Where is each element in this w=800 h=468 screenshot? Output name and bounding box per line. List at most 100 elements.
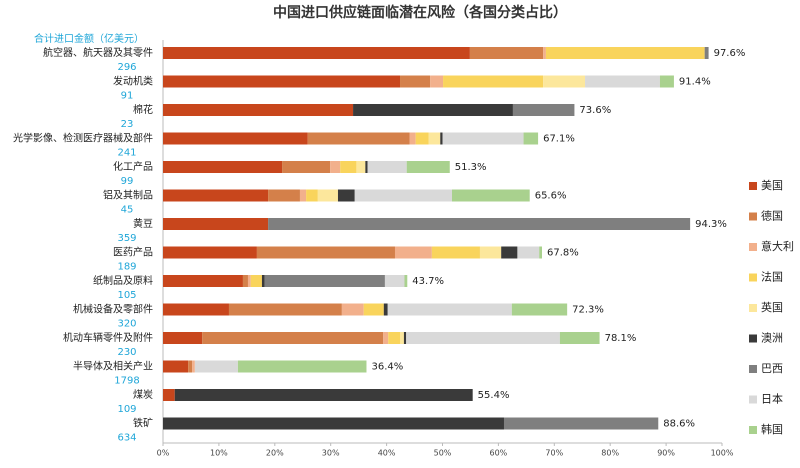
bar-segment bbox=[228, 303, 342, 316]
bar-segment bbox=[202, 332, 384, 344]
bar-segment bbox=[394, 246, 432, 259]
bar-segment bbox=[163, 47, 470, 59]
bar-segment bbox=[264, 275, 385, 287]
bar-segment bbox=[704, 47, 709, 59]
amount-label: 359 bbox=[117, 233, 136, 244]
bar-segment bbox=[400, 332, 404, 344]
total-label: 67.1% bbox=[543, 134, 575, 145]
legend-swatch bbox=[749, 365, 757, 373]
bar-segment bbox=[430, 75, 444, 88]
bar-segment bbox=[406, 332, 560, 344]
legend-swatch bbox=[749, 334, 757, 343]
amount-label: 91 bbox=[121, 91, 134, 102]
category-label: 铁矿 bbox=[133, 417, 153, 430]
bar-segment bbox=[174, 389, 473, 401]
total-label: 55.4% bbox=[478, 390, 510, 401]
amount-label: 109 bbox=[117, 404, 136, 415]
bar-segment bbox=[452, 189, 530, 202]
bar-segment bbox=[512, 104, 575, 116]
legend-label: 意大利 bbox=[761, 239, 794, 253]
category-label: 机动车辆零件及附件 bbox=[63, 331, 153, 344]
legend-swatch bbox=[749, 395, 757, 404]
bar-segment bbox=[383, 303, 388, 316]
x-tick-label: 30% bbox=[322, 449, 340, 458]
bar-segment bbox=[163, 132, 308, 145]
category-label: 纸制品及原料 bbox=[93, 274, 153, 287]
bar-segment bbox=[388, 332, 401, 344]
amount-label: 241 bbox=[117, 148, 136, 159]
legend-label: 德国 bbox=[761, 209, 783, 223]
amount-label: 634 bbox=[117, 433, 136, 444]
category-label: 化工产品 bbox=[113, 160, 153, 173]
bar-segment bbox=[517, 246, 540, 259]
amount-label: 320 bbox=[117, 319, 136, 330]
legend-label: 英国 bbox=[761, 300, 783, 314]
bar-segment bbox=[194, 360, 238, 373]
legend-swatch bbox=[749, 426, 757, 434]
bar-segment bbox=[559, 332, 600, 344]
bar-segment bbox=[428, 132, 441, 145]
total-label: 36.4% bbox=[371, 362, 403, 373]
legend-label: 澳洲 bbox=[761, 332, 783, 345]
bar-segment bbox=[354, 189, 453, 202]
total-label: 73.6% bbox=[579, 105, 611, 116]
bar-segment bbox=[442, 132, 524, 145]
total-label: 94.3% bbox=[695, 219, 727, 230]
bar-segment bbox=[479, 246, 502, 259]
bar-segment bbox=[341, 303, 364, 316]
bar-segment bbox=[353, 104, 513, 116]
legend-label: 美国 bbox=[761, 179, 783, 192]
bar-segment bbox=[543, 75, 586, 88]
total-label: 72.3% bbox=[572, 305, 604, 316]
bar-segment bbox=[163, 189, 269, 202]
bar-segment bbox=[307, 132, 410, 145]
total-label: 51.3% bbox=[455, 162, 487, 173]
bar-segment bbox=[163, 303, 229, 316]
total-label: 65.6% bbox=[535, 191, 567, 202]
amount-label: 189 bbox=[117, 262, 136, 273]
bar-segment bbox=[317, 189, 338, 202]
x-tick-label: 70% bbox=[545, 449, 563, 458]
amount-label: 23 bbox=[121, 119, 134, 130]
bar-segment bbox=[440, 132, 443, 145]
bar-segment bbox=[469, 47, 544, 59]
bar-segment bbox=[163, 104, 354, 116]
x-tick-label: 20% bbox=[266, 449, 284, 458]
bar-segment bbox=[501, 246, 518, 259]
bar-segment bbox=[188, 360, 193, 373]
legend-label: 巴西 bbox=[761, 362, 783, 375]
bar-segment bbox=[247, 275, 251, 287]
bar-segment bbox=[163, 360, 189, 373]
bar-segment bbox=[242, 275, 248, 287]
bar-segment bbox=[192, 360, 195, 373]
bar-segment bbox=[261, 275, 265, 287]
legend-label: 法国 bbox=[761, 270, 783, 284]
amount-label: 296 bbox=[117, 62, 136, 73]
bar-segment bbox=[163, 332, 203, 344]
bar-segment bbox=[511, 303, 568, 316]
amount-label: 1798 bbox=[114, 376, 139, 387]
total-label: 43.7% bbox=[412, 276, 444, 287]
bar-segment bbox=[268, 218, 691, 230]
legend-label: 日本 bbox=[761, 392, 783, 406]
bar-segment bbox=[443, 75, 544, 88]
bar-segment bbox=[404, 275, 408, 287]
amount-header: 合计进口金额（亿美元） bbox=[34, 32, 144, 45]
x-tick-label: 80% bbox=[601, 449, 619, 458]
x-tick-label: 40% bbox=[378, 449, 396, 458]
amount-label: 45 bbox=[121, 205, 134, 216]
category-label: 机械设备及零部件 bbox=[73, 303, 153, 316]
bar-segment bbox=[431, 246, 480, 259]
bar-segment bbox=[384, 275, 405, 287]
legend-swatch bbox=[749, 243, 757, 251]
amount-label: 99 bbox=[121, 176, 134, 187]
total-label: 91.4% bbox=[679, 77, 711, 88]
category-label: 半导体及相关产业 bbox=[73, 360, 153, 373]
bar-segment bbox=[387, 303, 512, 316]
bar-segment bbox=[365, 161, 368, 173]
category-label: 光学影像、检测医疗器械及部件 bbox=[13, 132, 153, 145]
bar-segment bbox=[585, 75, 660, 88]
category-label: 黄豆 bbox=[133, 217, 153, 230]
bar-segment bbox=[163, 417, 504, 430]
